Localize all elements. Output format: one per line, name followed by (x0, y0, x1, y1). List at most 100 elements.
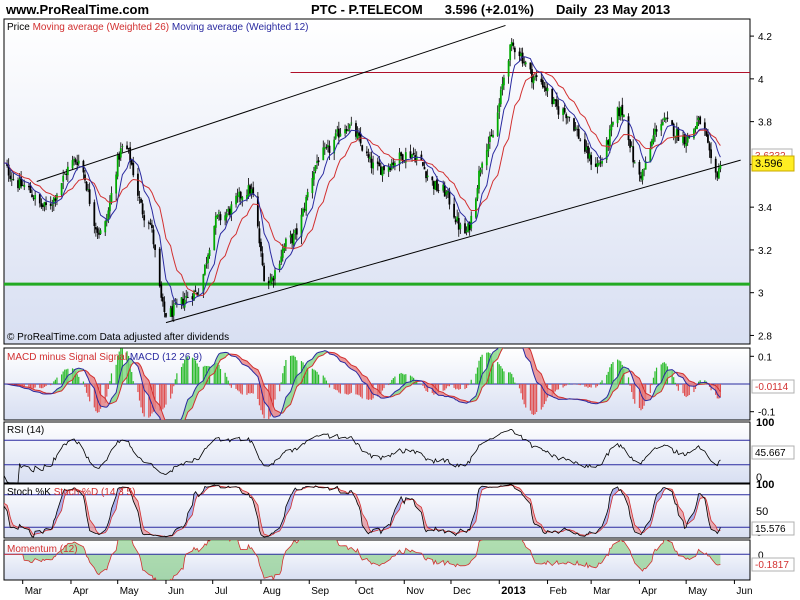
candle-body (185, 295, 188, 298)
macd-fill (187, 395, 193, 413)
candle-body (328, 145, 331, 153)
candle-body (12, 179, 15, 181)
ma12-line (4, 56, 721, 307)
candle-body (23, 184, 26, 188)
candle-body (710, 149, 712, 159)
candle-body (546, 88, 549, 92)
candle-body (74, 159, 77, 163)
price-panel[interactable] (3, 18, 751, 345)
candle-body (370, 158, 373, 169)
candle-body (127, 148, 130, 149)
candle-body (523, 61, 526, 63)
candle-body (77, 160, 80, 164)
candle-body (171, 306, 174, 317)
stoch-fill (204, 486, 207, 491)
candle-body (703, 122, 706, 130)
candle-body (2, 161, 4, 163)
stoch-fill (285, 495, 291, 516)
candle-body (518, 51, 521, 57)
candle-body (204, 264, 206, 275)
candle-body (246, 194, 248, 200)
x-tick-label: Oct (358, 586, 374, 597)
stoch-fill (525, 496, 531, 504)
candle-body (520, 53, 522, 57)
candle-body (182, 298, 185, 306)
candle-body (708, 143, 711, 151)
macd-fill (497, 348, 500, 359)
macd-legend: MACD minus Signal Signal MACD (12 26 9) (7, 352, 202, 363)
candle-body (292, 233, 295, 245)
candle-body (716, 172, 719, 178)
candle-body (62, 175, 65, 182)
candle-body (291, 234, 294, 244)
rsi-panel[interactable] (3, 421, 751, 484)
macd-fill (711, 384, 716, 391)
candle-body (45, 202, 47, 205)
candle-body (216, 214, 219, 218)
candle-body (73, 158, 75, 161)
candle-body (552, 98, 555, 105)
candle-body (323, 147, 326, 150)
rsi-tick-label: 100 (756, 417, 774, 429)
candle-body (334, 133, 337, 139)
svg-text:-0.1817: -0.1817 (755, 560, 789, 571)
candle-body (109, 202, 111, 212)
x-tick-label: Mar (25, 586, 43, 597)
candle-body (579, 139, 582, 141)
candle-body (202, 274, 205, 293)
candle-body (85, 181, 88, 191)
stoch-fill (53, 517, 56, 526)
candle-body (230, 204, 233, 215)
rsi-line (4, 428, 721, 483)
candle-body (379, 166, 382, 175)
candle-body (9, 175, 12, 179)
stoch-fill (57, 497, 62, 519)
macd-fill (111, 392, 117, 404)
candle-body (20, 177, 23, 187)
candle-body (409, 151, 412, 158)
candle-body (224, 215, 227, 221)
candle-body (612, 122, 614, 125)
candle-body (235, 195, 237, 205)
candle-body (40, 203, 43, 207)
candle-body (132, 162, 135, 176)
svg-text:15.576: 15.576 (755, 524, 786, 535)
candle-body (154, 244, 156, 250)
stoch-fill (711, 520, 716, 532)
candle-body (422, 162, 424, 166)
candle-body (52, 197, 55, 205)
candle-body (489, 136, 491, 143)
stoch-fill (606, 508, 609, 524)
momentum-line (4, 540, 721, 580)
macd-fill (105, 398, 107, 408)
candle-body (219, 214, 222, 221)
candle-body (0, 162, 2, 163)
candle-body (403, 160, 406, 161)
candle-body (577, 128, 580, 139)
candle-body (404, 152, 407, 163)
stoch-fill (416, 503, 422, 513)
legend-macd-hist: MACD minus Signal Signal (7, 352, 127, 363)
candle-body (284, 238, 287, 247)
candle-body (141, 203, 144, 215)
candle-body (333, 139, 336, 154)
candle-body (359, 133, 362, 144)
candle-body (344, 129, 346, 134)
x-tick-label: Sep (311, 586, 329, 597)
candle-body (507, 60, 510, 77)
candle-body (236, 195, 239, 197)
candle-body (28, 185, 30, 188)
candle-body (719, 165, 722, 170)
candle-body (661, 121, 664, 126)
x-tick-label: Jun (168, 586, 184, 597)
candle-body (311, 178, 314, 194)
candle-body (510, 42, 513, 47)
candle-body (31, 194, 33, 198)
macd-fill (633, 372, 635, 384)
candle-body (594, 163, 597, 167)
candle-body (574, 127, 577, 129)
candle-body (610, 124, 613, 131)
candle-body (361, 145, 364, 151)
candle-body (327, 145, 329, 148)
